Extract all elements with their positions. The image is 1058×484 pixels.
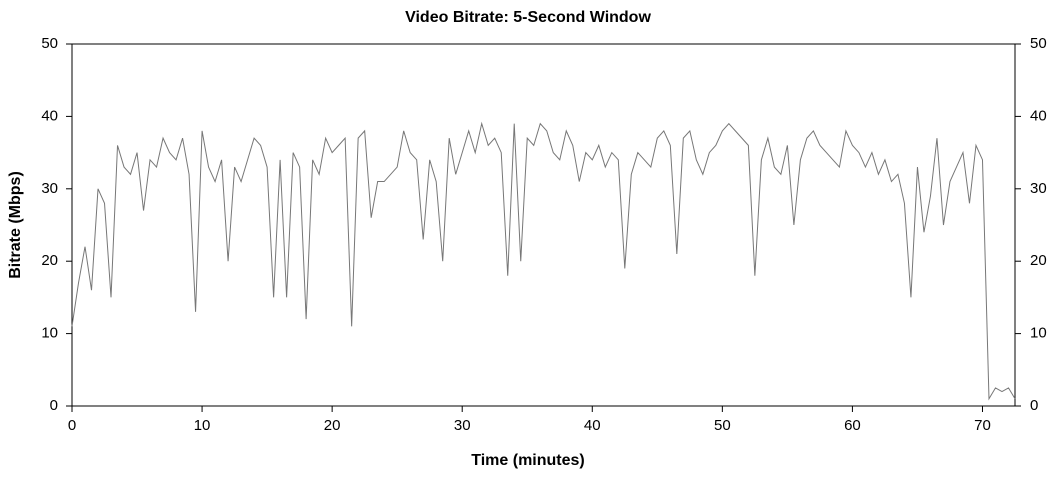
y-tick-label: 30 — [41, 180, 58, 197]
y-tick-label: 10 — [41, 325, 58, 342]
y2-tick-label: 20 — [1030, 252, 1047, 269]
x-tick-label: 40 — [584, 417, 601, 434]
x-tick-label: 60 — [844, 417, 861, 434]
y2-tick-label: 10 — [1030, 325, 1047, 342]
plot-frame — [71, 43, 1016, 407]
x-tick-label: 30 — [454, 417, 471, 434]
bitrate-line — [71, 121, 1016, 401]
y2-tick-label: 40 — [1030, 107, 1047, 124]
y2-tick-label: 50 — [1030, 35, 1047, 52]
x-tick-label: 20 — [324, 417, 341, 434]
y-tick-label: 50 — [41, 35, 58, 52]
y-axis-label: Bitrate (Mbps) — [7, 171, 24, 279]
x-axis-label: Time (minutes) — [471, 452, 585, 469]
y-tick-label: 20 — [41, 252, 58, 269]
x-tick-label: 70 — [974, 417, 991, 434]
y2-tick-label: 0 — [1030, 397, 1038, 414]
x-tick-label: 50 — [714, 417, 731, 434]
chart-title: Video Bitrate: 5-Second Window — [405, 9, 651, 26]
y-tick-label: 40 — [41, 107, 58, 124]
y-tick-label: 0 — [50, 397, 58, 414]
y2-tick-label: 30 — [1030, 180, 1047, 197]
x-tick-label: 10 — [194, 417, 211, 434]
x-tick-label: 0 — [68, 417, 76, 434]
